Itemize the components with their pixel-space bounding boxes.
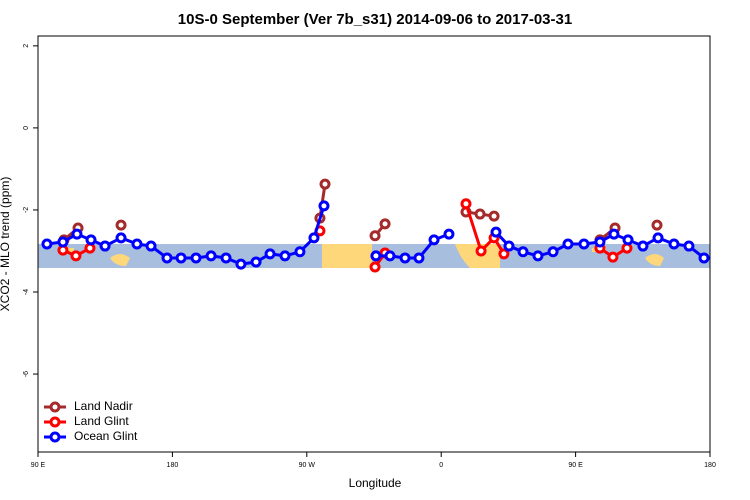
point [683, 240, 695, 252]
y-tick-label: -2 [23, 207, 30, 213]
legend-marker [49, 416, 61, 428]
point [490, 226, 502, 238]
point [621, 242, 633, 254]
point [99, 240, 111, 252]
point [547, 246, 559, 258]
point [369, 261, 381, 273]
x-tick-label: 90 E [31, 462, 46, 469]
point [85, 234, 97, 246]
y-axis-label: XCO2 - MLO trend (ppm) [0, 177, 12, 312]
point [220, 252, 232, 264]
point [428, 234, 440, 246]
point [651, 219, 663, 231]
x-tick-label: 90 W [299, 462, 316, 469]
point [71, 228, 83, 240]
point [488, 210, 500, 222]
point [41, 238, 53, 250]
point [413, 252, 425, 264]
chart-title: 10S-0 September (Ver 7b_s31) 2014-09-06 … [178, 11, 572, 28]
y-tick-label: -4 [23, 289, 30, 295]
x-axis-label: Longitude [349, 476, 402, 490]
point [250, 256, 262, 268]
point [503, 240, 515, 252]
point [84, 242, 96, 254]
point [318, 200, 330, 212]
legend-label: Land Nadir [74, 399, 133, 413]
point [474, 208, 486, 220]
x-tick-label: 0 [439, 462, 443, 469]
point [205, 250, 217, 262]
point [475, 245, 487, 257]
point [235, 258, 247, 270]
legend-label: Land Glint [74, 414, 129, 428]
y-tick-label: 2 [23, 44, 30, 48]
x-tick-label: 180 [167, 462, 179, 469]
y-tick-label: 0 [23, 126, 30, 130]
legend-marker [49, 401, 61, 413]
point [264, 248, 276, 260]
point [294, 246, 306, 258]
point [652, 232, 664, 244]
point [594, 236, 606, 248]
point [698, 252, 710, 264]
legend-marker [49, 431, 61, 443]
point [668, 238, 680, 250]
legend-label: Ocean Glint [74, 429, 138, 443]
point [562, 238, 574, 250]
x-tick-label: 90 E [568, 462, 583, 469]
point [443, 228, 455, 240]
point [379, 218, 391, 230]
point [175, 252, 187, 264]
point [460, 198, 472, 210]
point [161, 252, 173, 264]
point [399, 252, 411, 264]
point [384, 250, 396, 262]
point [115, 219, 127, 231]
point [369, 230, 381, 242]
point [637, 240, 649, 252]
point [370, 250, 382, 262]
point [131, 238, 143, 250]
point [279, 250, 291, 262]
point [608, 228, 620, 240]
point [70, 250, 82, 262]
x-tick-label: 180 [704, 462, 716, 469]
point [319, 178, 331, 190]
point [607, 251, 619, 263]
point [578, 238, 590, 250]
point [57, 236, 69, 248]
point [115, 232, 127, 244]
y-tick-label: -6 [23, 371, 30, 377]
point [622, 234, 634, 246]
point [145, 240, 157, 252]
point [308, 232, 320, 244]
point [190, 252, 202, 264]
series-line [64, 184, 657, 240]
plot-frame [37, 35, 711, 453]
point [517, 246, 529, 258]
point [498, 248, 510, 260]
point [532, 250, 544, 262]
